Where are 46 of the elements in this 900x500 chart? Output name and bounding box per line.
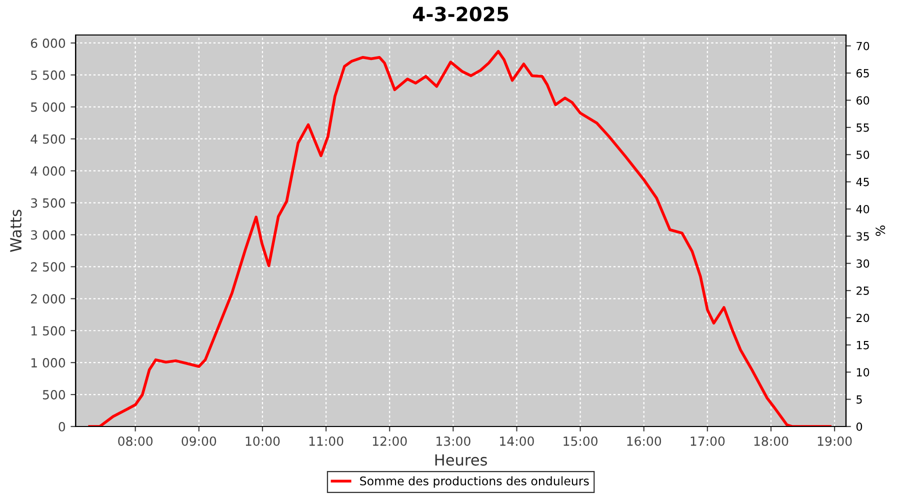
y2-tick-label: 65: [856, 69, 869, 78]
y-tick-label: 0: [58, 422, 66, 432]
x-tick-label: 10:00: [246, 436, 280, 446]
x-tick-label: 12:00: [372, 436, 407, 446]
y2-tick-label: 25: [856, 286, 869, 295]
y2-tick-label: 70: [856, 42, 870, 50]
y-tick-label: 2 500: [31, 262, 66, 272]
y2-tick-label: 50: [856, 150, 870, 160]
legend-label: Somme des productions des onduleurs: [360, 476, 589, 488]
y-tick-label: 3 000: [31, 230, 66, 240]
x-tick-label: 14:00: [500, 436, 534, 446]
x-tick-label: 11:00: [309, 436, 344, 446]
x-tick-label: 19:00: [818, 436, 852, 446]
x-tick-label: 08:00: [118, 436, 153, 446]
line-series: [88, 50, 832, 426]
y2-tick-label: 60: [856, 96, 870, 105]
y2-tick-label: 10: [856, 368, 870, 377]
chart-title: 4-3-2025: [413, 6, 508, 22]
y-axis-title: Watts: [10, 210, 22, 252]
y-tick-label: 5 000: [31, 102, 66, 112]
y-tick-label: 1 000: [31, 358, 66, 368]
y-tick-label: 500: [42, 390, 66, 400]
y2-tick-label: 20: [856, 314, 870, 322]
x-tick-label: 13:00: [436, 436, 470, 446]
y-tick-label: 2 000: [31, 294, 66, 304]
x-tick-label: 09:00: [182, 436, 216, 446]
y2-tick-label: 15: [856, 341, 869, 350]
y-tick-label: 4 500: [30, 134, 66, 144]
y2-tick-label: 30: [856, 259, 870, 268]
x-axis-title: Heures: [435, 454, 487, 466]
y2-tick-label: 35: [856, 232, 869, 241]
y2-tick-label: 45: [856, 178, 869, 186]
y-tick-label: 1 500: [31, 326, 66, 336]
y2-tick-label: 40: [856, 204, 870, 214]
y2-axis-title: %: [876, 226, 886, 236]
x-tick-label: 18:00: [754, 436, 788, 446]
x-tick-label: 16:00: [627, 436, 662, 446]
y-tick-label: 5 500: [31, 70, 66, 80]
y2-tick-label: 0: [856, 422, 862, 431]
y2-tick-label: 5: [856, 395, 862, 404]
y-tick-label: 3 500: [31, 198, 66, 208]
x-tick-label: 17:00: [690, 436, 725, 446]
y-tick-label: 4 000: [30, 166, 66, 176]
y2-tick-label: 55: [856, 124, 869, 132]
y-tick-label: 6 000: [30, 38, 66, 48]
x-tick-label: 15:00: [564, 436, 598, 446]
